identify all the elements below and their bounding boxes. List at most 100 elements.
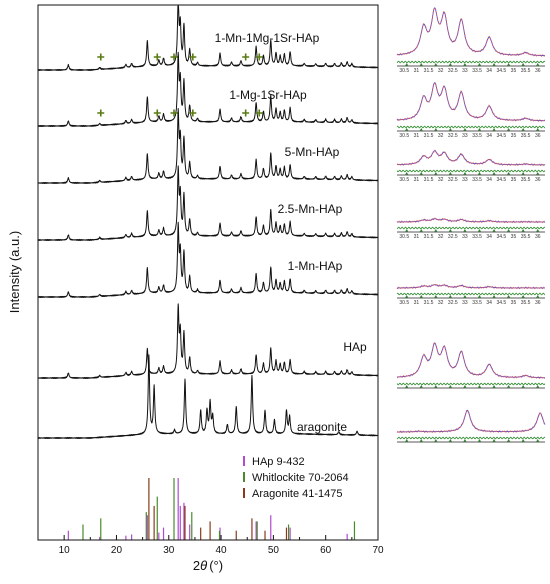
inset-tick-label-0-10: 35.5 — [521, 68, 531, 74]
inset-tick-label-4-8: 34.5 — [496, 300, 506, 306]
x-axis: 10 20 30 40 50 60 70 — [37, 535, 384, 556]
inset-tick-label-1-6: 33.5 — [472, 133, 482, 139]
series-label-4: 1-Mn-HAp — [288, 259, 343, 273]
inset-reflection-mark-3-6 — [492, 229, 496, 232]
inset-observed-curve-2 — [396, 149, 546, 167]
inset-difference-curve-4 — [396, 292, 546, 296]
series-label-0: 1-Mn-1Mg-1Sr-HAp — [215, 31, 320, 45]
series-label-1: 1-Mg-1Sr-HAp — [229, 88, 307, 102]
inset-reflection-mark-0-5 — [477, 63, 481, 66]
x-axis-label: 2θ (°) — [193, 558, 223, 573]
x-axis-label-prefix: 2 — [193, 558, 200, 573]
inset-tick-label-3-8: 34.5 — [496, 234, 506, 240]
inset-1: 30.5 31 31.5 32 32.5 33 33.5 34 34.5 35 35.5 36 — [396, 82, 546, 139]
inset-tick-label-0-9: 35 — [511, 68, 517, 74]
inset-reflection-mark-3-5 — [477, 229, 481, 232]
legend-label-2: Aragonite 41-1475 — [252, 488, 343, 500]
inset-reflection-mark-0-6 — [492, 63, 496, 66]
inset-tick-label-1-11: 36 — [535, 133, 541, 139]
inset-reflection-mark-6-9 — [536, 439, 540, 442]
inset-tick-label-0-2: 31.5 — [424, 68, 434, 74]
inset-reflection-mark-3-2 — [434, 229, 438, 232]
reference-legend: HAp 9-432 Whitlockite 70-2064 Aragonite 41… — [243, 456, 349, 500]
inset-reflection-mark-5-5 — [477, 385, 481, 388]
inset-reflection-mark-1-4 — [463, 128, 467, 131]
inset-reflection-mark-3-0 — [405, 229, 409, 232]
inset-tick-label-3-0: 30.5 — [399, 234, 409, 240]
inset-reflection-mark-0-9 — [536, 63, 540, 66]
xrd-main-plot: 1-Mn-1Mg-1Sr-HAp 1-Mg-1Sr-HAp 5-Mn-HAp 2.5-… — [7, 4, 384, 573]
xrd-curve-2 — [37, 107, 379, 185]
xrd-curve-1 — [37, 51, 379, 128]
inset-reflection-mark-3-1 — [419, 229, 423, 232]
whitlockite-marker-0-2 — [170, 53, 178, 61]
inset-reflection-mark-6-0 — [405, 439, 409, 442]
inset-observed-curve-1 — [396, 82, 546, 122]
inset-reflection-mark-0-3 — [448, 63, 452, 66]
series-label-5: HAp — [343, 340, 367, 354]
inset-tick-label-2-7: 34 — [486, 177, 492, 183]
inset-tick-label-1-0: 30.5 — [399, 133, 409, 139]
inset-reflection-mark-6-6 — [492, 439, 496, 442]
inset-difference-curve-5 — [396, 382, 546, 386]
inset-reflection-mark-4-1 — [419, 295, 423, 298]
inset-reflection-mark-6-8 — [521, 439, 525, 442]
x-tick-label-70: 70 — [372, 545, 384, 556]
inset-reflection-mark-4-3 — [448, 295, 452, 298]
inset-tick-label-2-11: 36 — [535, 177, 541, 183]
inset-tick-label-0-4: 32.5 — [448, 68, 458, 74]
inset-reflection-mark-2-0 — [405, 172, 409, 175]
inset-tick-label-4-11: 36 — [535, 300, 541, 306]
inset-6 — [396, 409, 546, 443]
inset-reflection-mark-4-7 — [507, 295, 511, 298]
inset-observed-curve-6 — [396, 409, 546, 434]
inset-reflection-mark-2-4 — [463, 172, 467, 175]
inset-reflection-mark-6-7 — [507, 439, 511, 442]
x-tick-label-60: 60 — [320, 545, 332, 556]
x-tick-label-40: 40 — [216, 545, 228, 556]
pattern-curves — [37, 5, 379, 440]
inset-reflection-mark-1-1 — [419, 128, 423, 131]
whitlockite-marker-0-1 — [153, 53, 161, 61]
inset-tick-label-4-0: 30.5 — [399, 300, 409, 306]
inset-tick-label-4-5: 33 — [462, 300, 468, 306]
x-tick-label-10: 10 — [59, 545, 71, 556]
inset-calculated-curve-1 — [396, 82, 545, 122]
inset-reflection-mark-0-7 — [507, 63, 511, 66]
inset-difference-curve-3 — [396, 226, 546, 230]
inset-reflection-mark-1-5 — [477, 128, 481, 131]
inset-tick-label-3-4: 32.5 — [448, 234, 458, 240]
inset-tick-label-1-4: 32.5 — [448, 133, 458, 139]
inset-reflection-mark-3-4 — [463, 229, 467, 232]
inset-tick-label-3-2: 31.5 — [424, 234, 434, 240]
inset-reflection-mark-6-5 — [477, 439, 481, 442]
inset-reflection-mark-3-8 — [521, 229, 525, 232]
whitlockite-marker-0-4 — [242, 53, 250, 61]
inset-reflection-mark-5-8 — [521, 385, 525, 388]
inset-reflection-mark-2-9 — [536, 172, 540, 175]
inset-reflection-mark-2-6 — [492, 172, 496, 175]
inset-reflection-mark-2-1 — [419, 172, 423, 175]
x-axis-label-unit: (°) — [209, 558, 223, 573]
inset-tick-label-4-1: 31 — [414, 300, 420, 306]
inset-reflection-mark-5-2 — [434, 385, 438, 388]
inset-tick-label-2-9: 35 — [511, 177, 517, 183]
inset-tick-label-3-11: 36 — [535, 234, 541, 240]
inset-reflection-mark-1-6 — [492, 128, 496, 131]
whitlockite-marker-0-5 — [255, 53, 263, 61]
inset-tick-label-2-0: 30.5 — [399, 177, 409, 183]
inset-tick-label-3-3: 32 — [438, 234, 444, 240]
inset-reflection-mark-1-9 — [536, 128, 540, 131]
inset-tick-label-2-3: 32 — [438, 177, 444, 183]
inset-reflection-mark-0-0 — [405, 63, 409, 66]
inset-calculated-curve-5 — [396, 342, 545, 379]
inset-reflection-mark-3-9 — [536, 229, 540, 232]
inset-reflection-mark-5-1 — [419, 385, 423, 388]
inset-calculated-curve-4 — [397, 284, 545, 289]
inset-reflection-mark-2-3 — [448, 172, 452, 175]
inset-4: 30.5 31 31.5 32 32.5 33 33.5 34 34.5 35 35.5 36 — [396, 283, 546, 306]
inset-reflection-mark-4-9 — [536, 295, 540, 298]
inset-tick-label-4-6: 33.5 — [472, 300, 482, 306]
inset-difference-curve-2 — [396, 169, 546, 173]
